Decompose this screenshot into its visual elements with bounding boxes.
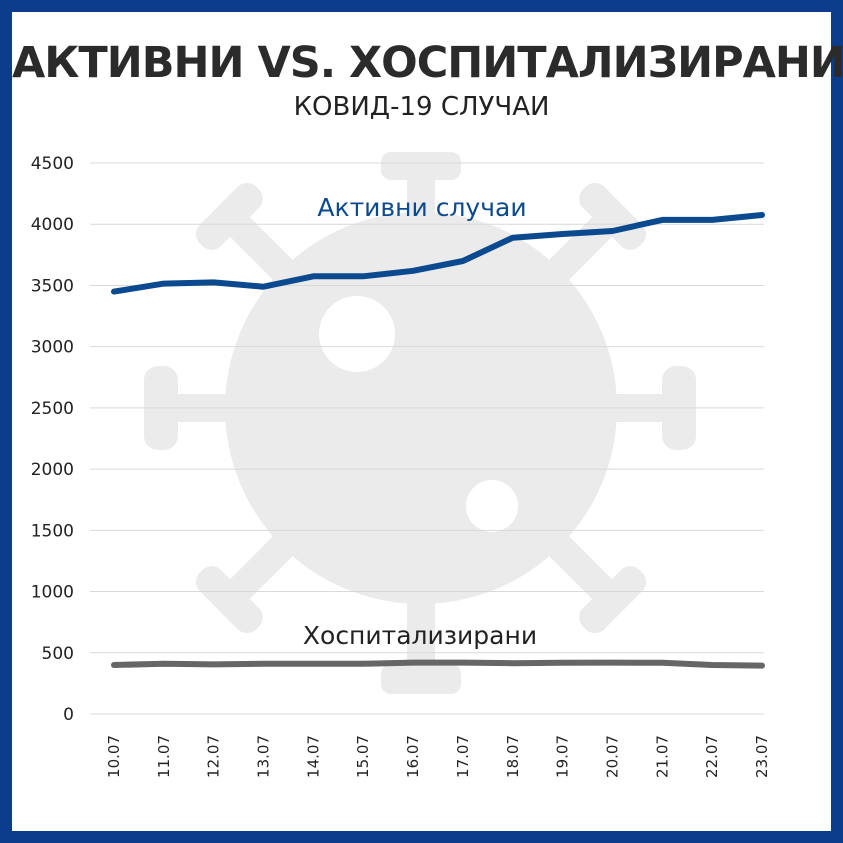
x-tick-label: 19.07 (554, 735, 572, 778)
chart-title: АКТИВНИ VS. ХОСПИТАЛИЗИРАНИ (12, 38, 843, 88)
x-axis-ticks: 10.07 11.07 12.07 13.07 14.07 15.07 16.07 17.07… (105, 735, 771, 778)
virus-spike-cap (381, 152, 461, 180)
virus-spike-cap (381, 664, 461, 694)
chart-frame: АКТИВНИ VS. ХОСПИТАЛИЗИРАНИ КОВИД-19 СЛУ… (12, 12, 843, 831)
x-tick-label: 21.07 (653, 735, 671, 778)
virus-spike (407, 172, 435, 232)
x-tick-label: 11.07 (155, 735, 173, 778)
virus-spike-diagonal (195, 525, 304, 634)
virus-spike-diagonal (195, 182, 304, 291)
x-tick-label: 22.07 (703, 735, 721, 778)
x-tick-label: 14.07 (304, 735, 322, 778)
x-tick-label: 15.07 (354, 735, 372, 778)
x-tick-label: 12.07 (205, 735, 223, 778)
x-tick-label: 18.07 (504, 735, 522, 778)
virus-spike-diagonal (538, 525, 647, 634)
y-tick-label: 500 (42, 644, 74, 664)
x-tick-label: 23.07 (753, 735, 771, 778)
series-label-active: Активни случаи (317, 193, 526, 222)
series-lines (111, 212, 765, 669)
y-tick-label: 2500 (31, 399, 74, 419)
y-tick-label: 3500 (31, 276, 74, 296)
x-tick-label: 20.07 (603, 735, 621, 778)
series-line-active (111, 212, 765, 295)
y-tick-label: 2000 (31, 460, 74, 480)
x-tick-label: 17.07 (454, 735, 472, 778)
y-tick-label: 1500 (31, 521, 74, 541)
virus-spike (407, 592, 435, 678)
y-tick-label: 1000 (31, 583, 74, 603)
series-label-hospitalized: Хоспитализирани (303, 621, 537, 650)
y-axis-ticks: 0 500 1000 1500 2000 2500 3000 3500 4000 4500 (31, 154, 74, 725)
y-tick-label: 0 (63, 705, 74, 725)
series-line-hospitalized (111, 659, 765, 669)
y-tick-label: 3000 (31, 338, 74, 358)
chart-subtitle: КОВИД-19 СЛУЧАИ (293, 92, 550, 122)
virus-spot (466, 480, 518, 532)
x-tick-label: 13.07 (255, 735, 273, 778)
y-tick-label: 4000 (31, 215, 74, 235)
virus-spot (319, 296, 395, 372)
y-tick-label: 4500 (31, 154, 74, 174)
x-tick-label: 10.07 (105, 735, 123, 778)
x-tick-label: 16.07 (404, 735, 422, 778)
line-chart: 0 500 1000 1500 2000 2500 3000 3500 4000 4500 10.… (31, 152, 771, 778)
